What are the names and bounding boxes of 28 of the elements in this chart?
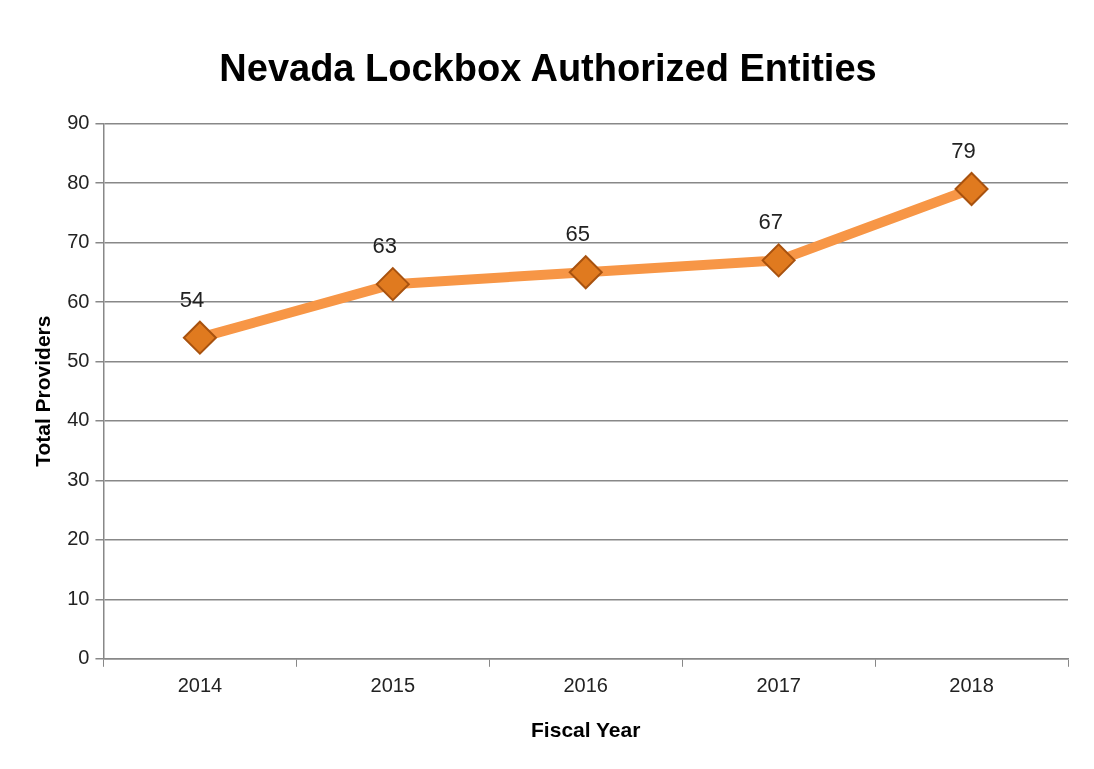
x-tick-label: 2017 [756, 674, 801, 697]
point [568, 255, 603, 290]
data-label: 54 [179, 286, 205, 312]
data-label: 65 [565, 221, 590, 247]
chart-title: Nevada Lockbox Authorized Entities [219, 47, 877, 90]
data-label: 67 [758, 209, 783, 235]
y-tick-label: 0 [78, 646, 90, 669]
y-tick-label: 30 [67, 467, 90, 490]
y-axis-title: Total Providers [31, 315, 55, 467]
y-tick-label: 20 [67, 527, 90, 550]
x-axis-title: Fiscal Year [531, 718, 641, 742]
x-tick-label: 2018 [949, 674, 994, 697]
y-tick-label: 70 [67, 230, 90, 253]
y-tick-label: 60 [67, 289, 90, 312]
y-tick-label: 90 [67, 111, 90, 134]
x-tick-label: 2015 [370, 674, 416, 697]
y-tick-label: 80 [67, 170, 90, 193]
y-tick-label: 50 [67, 348, 90, 371]
y-tick-label: 10 [67, 586, 90, 609]
data-label: 63 [372, 233, 398, 259]
y-tick-label: 40 [67, 408, 90, 431]
x-tick-label: 2016 [563, 674, 608, 697]
data-label: 79 [951, 138, 976, 164]
point [954, 172, 989, 207]
point [761, 243, 796, 278]
x-tick-label: 2014 [177, 674, 223, 697]
point [375, 267, 410, 302]
point [182, 320, 217, 355]
